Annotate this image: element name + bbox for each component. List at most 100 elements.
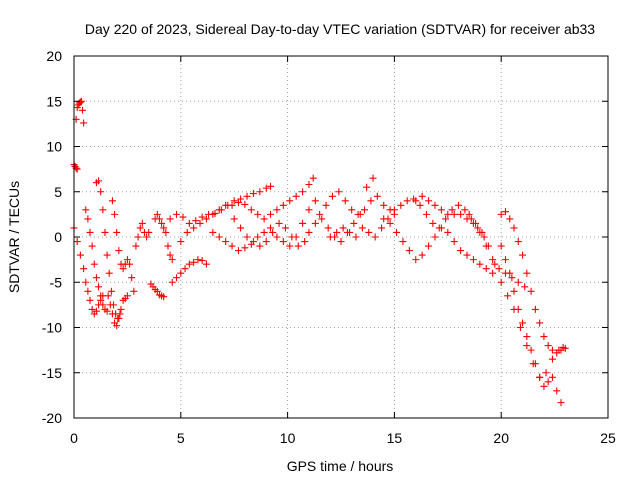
data-point	[153, 287, 161, 295]
data-point	[97, 292, 105, 300]
data-point	[134, 233, 142, 241]
data-point	[104, 292, 112, 300]
data-point	[80, 119, 88, 127]
x-axis-ticks: 0 5 10 15 20 25	[70, 56, 616, 446]
data-point	[286, 197, 294, 205]
data-point	[166, 215, 174, 223]
data-point	[234, 247, 242, 255]
data-point	[281, 224, 289, 232]
data-point	[523, 269, 531, 277]
data-point	[279, 238, 287, 246]
data-point	[416, 201, 424, 209]
y-tick-label: 0	[54, 229, 62, 245]
data-point	[489, 256, 497, 264]
data-point	[222, 201, 230, 209]
series-track-13	[177, 174, 317, 246]
x-axis-label: GPS time / hours	[287, 458, 394, 474]
data-point	[198, 213, 206, 221]
data-point	[241, 244, 249, 252]
data-point	[435, 224, 443, 232]
series-track-11	[168, 256, 210, 286]
data-point	[230, 215, 238, 223]
x-tick-label: 10	[280, 430, 296, 446]
data-point	[279, 201, 287, 209]
data-point	[177, 238, 185, 246]
data-point	[542, 369, 550, 377]
data-point	[519, 251, 527, 259]
data-point	[162, 228, 170, 236]
data-point	[540, 333, 548, 341]
data-point	[95, 283, 103, 291]
data-point	[73, 165, 81, 173]
data-point	[73, 238, 81, 246]
data-point	[474, 224, 482, 232]
data-point	[103, 307, 111, 315]
data-point	[108, 197, 116, 205]
y-tick-label: -15	[42, 365, 62, 381]
data-point	[228, 242, 236, 250]
data-point	[181, 265, 189, 273]
data-point	[237, 224, 245, 232]
data-point	[247, 206, 255, 214]
data-point	[335, 188, 343, 196]
data-point	[190, 224, 198, 232]
data-point	[431, 201, 439, 209]
series-track-3	[70, 224, 107, 318]
data-point	[501, 208, 509, 216]
data-point	[501, 256, 509, 264]
data-point	[155, 215, 163, 223]
data-point	[429, 219, 437, 227]
data-point	[301, 238, 309, 246]
data-point	[318, 215, 326, 223]
data-point	[548, 355, 556, 363]
data-point	[450, 238, 458, 246]
data-point	[480, 233, 488, 241]
data-point	[497, 242, 505, 250]
data-point	[478, 228, 486, 236]
data-point	[497, 278, 505, 286]
data-point	[305, 228, 313, 236]
data-point	[305, 206, 313, 214]
data-point	[267, 210, 275, 218]
data-point	[367, 197, 375, 205]
data-point	[412, 197, 420, 205]
data-point	[168, 256, 176, 264]
data-point	[194, 256, 202, 264]
data-point	[173, 210, 181, 218]
data-point	[497, 210, 505, 218]
data-point	[99, 301, 107, 309]
data-point	[241, 200, 249, 208]
x-tick-label: 5	[177, 430, 185, 446]
y-tick-label: -5	[50, 274, 63, 290]
data-point	[117, 305, 125, 313]
data-point	[369, 174, 377, 182]
data-point	[179, 213, 187, 221]
data-point	[222, 238, 230, 246]
data-point	[328, 192, 336, 200]
data-point	[86, 228, 94, 236]
data-point	[380, 215, 388, 223]
data-point	[489, 269, 497, 277]
series-track-12	[166, 182, 275, 227]
data-point	[113, 322, 121, 330]
data-point	[527, 287, 535, 295]
data-point	[350, 219, 358, 227]
data-point	[256, 242, 264, 250]
data-point	[536, 319, 544, 327]
x-tick-label: 25	[600, 430, 616, 446]
data-point	[106, 301, 114, 309]
y-tick-label: 5	[54, 184, 62, 200]
data-point	[190, 258, 198, 266]
series-track-8	[132, 219, 153, 250]
data-point	[531, 360, 539, 368]
y-tick-label: 15	[46, 93, 62, 109]
series-track-22	[465, 210, 567, 381]
data-point	[138, 219, 146, 227]
data-point	[230, 197, 238, 205]
data-point	[337, 238, 345, 246]
data-point	[82, 206, 90, 214]
data-point	[341, 197, 349, 205]
data-point	[425, 197, 433, 205]
data-point	[373, 192, 381, 200]
